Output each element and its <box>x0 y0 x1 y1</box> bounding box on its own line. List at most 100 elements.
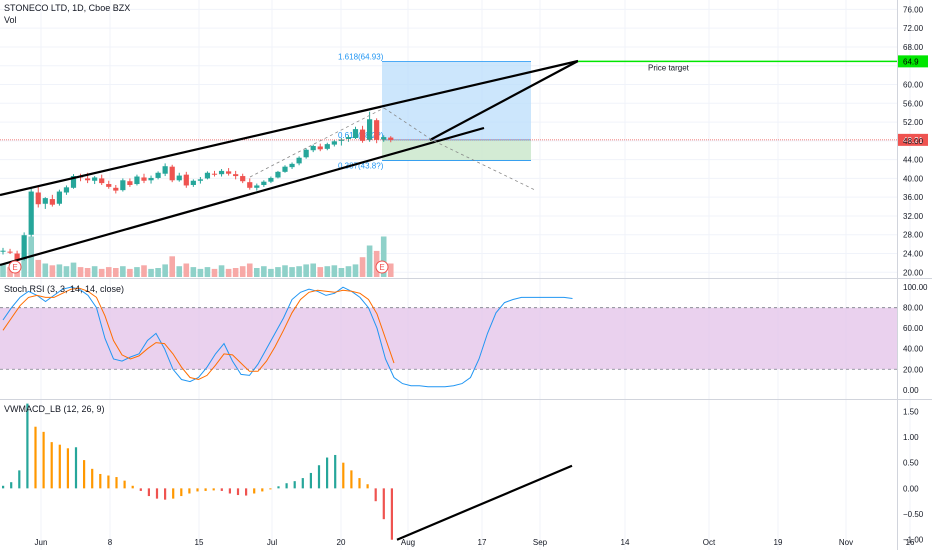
projection-path <box>383 107 536 191</box>
price-tick-label: 48.00 <box>903 137 924 146</box>
candle-body <box>141 177 147 181</box>
candle-body <box>127 181 133 185</box>
candle-body <box>155 172 161 178</box>
price-tick-label: 68.00 <box>903 43 924 52</box>
volume-bar <box>42 263 49 277</box>
candle-body <box>261 181 267 185</box>
volume-bar <box>352 264 359 277</box>
projection-path <box>249 107 385 178</box>
channel-upper-trendline <box>0 59 579 197</box>
x-tick-label: 20 <box>337 538 346 547</box>
fib-projection-boxes: 1.618(64.93)0.618(48.2?)0.387(43.8?) <box>338 52 531 171</box>
volume-bar <box>261 266 267 277</box>
macd-histogram-bar <box>139 488 142 491</box>
volume-bar <box>105 267 112 277</box>
macd-histogram-bar <box>115 477 118 489</box>
volume-bar <box>134 267 140 277</box>
candle-body <box>226 171 232 174</box>
candle-body <box>162 166 168 174</box>
trendline-overlay: Price target 64.9 48.21 E E <box>0 55 928 274</box>
candle-body <box>113 187 119 191</box>
volume-bar <box>190 267 197 277</box>
macd-histogram-bar <box>50 442 53 489</box>
x-tick-label: Jun <box>35 538 48 547</box>
volume-bars <box>0 236 394 277</box>
candle-body <box>134 176 140 185</box>
candle-body <box>70 176 77 188</box>
earnings-marker-text: E <box>379 263 384 272</box>
volume-bar <box>296 266 302 277</box>
volume-bar <box>338 268 345 277</box>
volume-bar <box>91 266 98 277</box>
price-tick-label: 20.00 <box>903 268 924 277</box>
vwmacd-label[interactable]: VWMACD_LB (12, 26, 9) <box>4 404 105 414</box>
macd-histogram-bar <box>10 482 13 489</box>
macd-histogram-bar <box>326 457 329 489</box>
macd-histogram-bar <box>334 454 337 489</box>
volume-bar <box>366 245 373 277</box>
candle-body <box>106 184 112 187</box>
price-tick-label: 56.00 <box>903 99 924 108</box>
volume-bar <box>35 259 42 277</box>
macd-histogram-bar <box>34 426 37 489</box>
volume-bar <box>303 264 309 277</box>
macd-tick-label: 1.00 <box>903 433 919 442</box>
macd-histogram-bar <box>123 480 126 489</box>
stoch-band <box>0 307 897 370</box>
macd-tick-label: −1.00 <box>903 536 924 545</box>
candle-body <box>289 163 295 168</box>
volume-bar <box>120 266 126 277</box>
volume-bar <box>56 264 63 277</box>
price-tick-label: 72.00 <box>903 24 924 33</box>
breakout-trendline <box>429 60 579 141</box>
stoch-tick-label: 40.00 <box>903 345 924 354</box>
macd-histogram-bar <box>26 403 29 489</box>
candle-body <box>190 180 196 185</box>
fib-label-top: 1.618(64.93) <box>338 52 384 61</box>
macd-histogram-bar <box>269 488 272 490</box>
volume-bar <box>324 266 331 277</box>
macd-histogram-bar <box>172 488 175 499</box>
candle-body <box>352 129 359 139</box>
volume-bar <box>310 263 316 277</box>
volume-bar <box>197 268 204 277</box>
candle-body <box>317 146 323 150</box>
volume-bar <box>225 268 232 277</box>
macd-histogram-bar <box>18 470 21 489</box>
volume-bar <box>183 263 190 277</box>
stoch-rsi-label[interactable]: Stoch RSI (3, 3, 14, 14, close) <box>4 284 125 294</box>
candle-body <box>233 174 239 177</box>
candle-body <box>85 178 91 181</box>
macd-histogram-bar <box>293 481 296 489</box>
candle-body <box>42 198 48 204</box>
macd-histogram-bar <box>342 462 345 489</box>
candle-body <box>169 166 175 181</box>
last-price-badge <box>898 133 928 146</box>
macd-histogram-bar <box>131 485 134 489</box>
channel-lower-trendline <box>0 126 485 267</box>
vwmacd-pane <box>2 403 573 541</box>
volume-bar <box>254 268 260 277</box>
x-tick-label: 15 <box>195 538 204 547</box>
x-tick-label: Sep <box>533 538 548 547</box>
x-tick-label: Oct <box>703 538 716 547</box>
candle-body <box>367 119 373 140</box>
earnings-marker <box>8 260 22 274</box>
macd-histogram-bar <box>309 472 312 489</box>
macd-histogram-bar <box>180 488 183 497</box>
volume-bar <box>176 266 183 277</box>
symbol-title[interactable]: STONECO LTD, 1D, Cboe BZX <box>4 3 131 13</box>
macd-histogram-bar <box>350 470 353 489</box>
price-tick-label: 40.00 <box>903 174 924 183</box>
stoch-tick-label: 100.00 <box>903 283 928 292</box>
macd-tick-label: 1.50 <box>903 407 919 416</box>
candle-body <box>176 175 182 181</box>
candle-body <box>183 174 189 186</box>
volume-bar <box>211 268 218 277</box>
price-target-badge-text: 64.9 <box>903 57 919 66</box>
macd-histogram-bar <box>390 488 393 540</box>
stoch-rsi-pane <box>0 286 897 388</box>
macd-histogram-bar <box>236 488 240 496</box>
stoch-series-d <box>2 287 395 381</box>
